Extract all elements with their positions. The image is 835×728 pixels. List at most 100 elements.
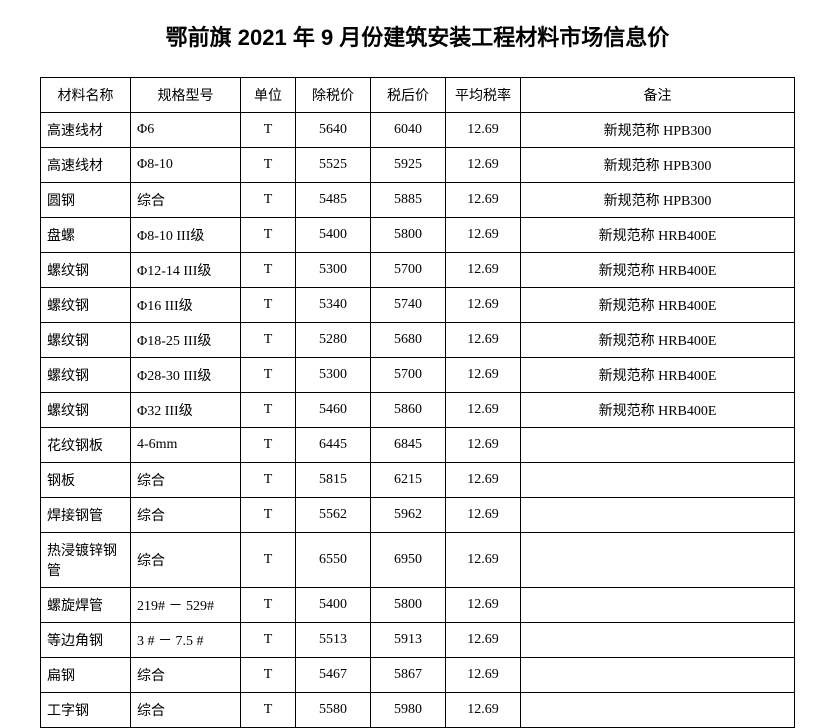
cell-material-name: 等边角钢 — [41, 623, 131, 658]
cell-material-name: 盘螺 — [41, 218, 131, 253]
cell-material-name: 花纹钢板 — [41, 428, 131, 463]
cell-unit: T — [241, 113, 296, 148]
cell-price-in: 5962 — [371, 498, 446, 533]
cell-price-ex: 5467 — [296, 658, 371, 693]
table-header-row: 材料名称 规格型号 单位 除税价 税后价 平均税率 备注 — [41, 78, 795, 113]
cell-note: 新规范称 HRB400E — [521, 323, 795, 358]
cell-note — [521, 498, 795, 533]
cell-price-in: 5680 — [371, 323, 446, 358]
cell-price-in: 5800 — [371, 588, 446, 623]
cell-unit: T — [241, 183, 296, 218]
cell-spec: 219# － 529# — [131, 588, 241, 623]
cell-price-ex: 5525 — [296, 148, 371, 183]
cell-unit: T — [241, 463, 296, 498]
cell-material-name: 螺纹钢 — [41, 288, 131, 323]
cell-unit: T — [241, 588, 296, 623]
cell-price-ex: 5280 — [296, 323, 371, 358]
cell-spec: 综合 — [131, 533, 241, 588]
table-row: 螺纹钢Φ16 III级T5340574012.69新规范称 HRB400E — [41, 288, 795, 323]
cell-spec: Φ6 — [131, 113, 241, 148]
table-row: 螺旋焊管219# － 529#T5400580012.69 — [41, 588, 795, 623]
cell-rate: 12.69 — [446, 623, 521, 658]
cell-price-in: 5867 — [371, 658, 446, 693]
cell-unit: T — [241, 218, 296, 253]
cell-rate: 12.69 — [446, 148, 521, 183]
table-row: 螺纹钢Φ32 III级T5460586012.69新规范称 HRB400E — [41, 393, 795, 428]
cell-material-name: 螺纹钢 — [41, 393, 131, 428]
table-row: 钢板综合T5815621512.69 — [41, 463, 795, 498]
cell-price-ex: 5513 — [296, 623, 371, 658]
cell-rate: 12.69 — [446, 588, 521, 623]
cell-unit: T — [241, 288, 296, 323]
table-row: 高速线材Φ6T5640604012.69新规范称 HPB300 — [41, 113, 795, 148]
cell-note — [521, 658, 795, 693]
cell-spec: Φ16 III级 — [131, 288, 241, 323]
cell-spec: Φ32 III级 — [131, 393, 241, 428]
cell-rate: 12.69 — [446, 658, 521, 693]
cell-price-ex: 5580 — [296, 693, 371, 728]
table-row: 螺纹钢Φ12-14 III级T5300570012.69新规范称 HRB400E — [41, 253, 795, 288]
cell-spec: 综合 — [131, 183, 241, 218]
cell-price-ex: 5300 — [296, 253, 371, 288]
table-row: 焊接钢管综合T5562596212.69 — [41, 498, 795, 533]
cell-spec: 综合 — [131, 463, 241, 498]
table-row: 花纹钢板4-6mmT6445684512.69 — [41, 428, 795, 463]
cell-spec: 综合 — [131, 658, 241, 693]
cell-material-name: 热浸镀锌钢管 — [41, 533, 131, 588]
cell-price-ex: 5640 — [296, 113, 371, 148]
cell-rate: 12.69 — [446, 323, 521, 358]
cell-spec: 综合 — [131, 498, 241, 533]
cell-price-in: 5925 — [371, 148, 446, 183]
table-row: 扁钢综合T5467586712.69 — [41, 658, 795, 693]
cell-unit: T — [241, 658, 296, 693]
cell-spec: 综合 — [131, 693, 241, 728]
cell-note — [521, 588, 795, 623]
cell-rate: 12.69 — [446, 218, 521, 253]
cell-material-name: 圆钢 — [41, 183, 131, 218]
cell-note: 新规范称 HRB400E — [521, 253, 795, 288]
cell-note — [521, 428, 795, 463]
col-header-rate: 平均税率 — [446, 78, 521, 113]
cell-price-in: 6215 — [371, 463, 446, 498]
cell-note — [521, 623, 795, 658]
col-header-price-ex: 除税价 — [296, 78, 371, 113]
cell-unit: T — [241, 498, 296, 533]
cell-price-ex: 5400 — [296, 588, 371, 623]
table-row: 热浸镀锌钢管综合T6550695012.69 — [41, 533, 795, 588]
cell-material-name: 高速线材 — [41, 148, 131, 183]
cell-price-ex: 5340 — [296, 288, 371, 323]
cell-material-name: 工字钢 — [41, 693, 131, 728]
cell-price-in: 5800 — [371, 218, 446, 253]
cell-rate: 12.69 — [446, 113, 521, 148]
cell-price-ex: 5562 — [296, 498, 371, 533]
table-row: 盘螺Φ8-10 III级T5400580012.69新规范称 HRB400E — [41, 218, 795, 253]
table-row: 圆钢综合T5485588512.69新规范称 HPB300 — [41, 183, 795, 218]
col-header-price-in: 税后价 — [371, 78, 446, 113]
cell-unit: T — [241, 358, 296, 393]
col-header-note: 备注 — [521, 78, 795, 113]
cell-unit: T — [241, 533, 296, 588]
cell-price-in: 6950 — [371, 533, 446, 588]
cell-spec: 3 # － 7.5 # — [131, 623, 241, 658]
cell-material-name: 螺旋焊管 — [41, 588, 131, 623]
cell-price-ex: 5460 — [296, 393, 371, 428]
cell-price-in: 5885 — [371, 183, 446, 218]
cell-note: 新规范称 HRB400E — [521, 288, 795, 323]
cell-price-ex: 6445 — [296, 428, 371, 463]
cell-spec: Φ8-10 III级 — [131, 218, 241, 253]
cell-price-ex: 5485 — [296, 183, 371, 218]
cell-note: 新规范称 HRB400E — [521, 393, 795, 428]
cell-material-name: 扁钢 — [41, 658, 131, 693]
cell-rate: 12.69 — [446, 288, 521, 323]
table-row: 螺纹钢Φ18-25 III级T5280568012.69新规范称 HRB400E — [41, 323, 795, 358]
cell-note — [521, 693, 795, 728]
table-row: 高速线材Φ8-10T5525592512.69新规范称 HPB300 — [41, 148, 795, 183]
col-header-name: 材料名称 — [41, 78, 131, 113]
cell-spec: Φ8-10 — [131, 148, 241, 183]
cell-note: 新规范称 HRB400E — [521, 218, 795, 253]
table-row: 螺纹钢Φ28-30 III级T5300570012.69新规范称 HRB400E — [41, 358, 795, 393]
cell-rate: 12.69 — [446, 428, 521, 463]
cell-price-in: 5980 — [371, 693, 446, 728]
cell-price-ex: 6550 — [296, 533, 371, 588]
page-title: 鄂前旗 2021 年 9 月份建筑安装工程材料市场信息价 — [40, 20, 795, 52]
